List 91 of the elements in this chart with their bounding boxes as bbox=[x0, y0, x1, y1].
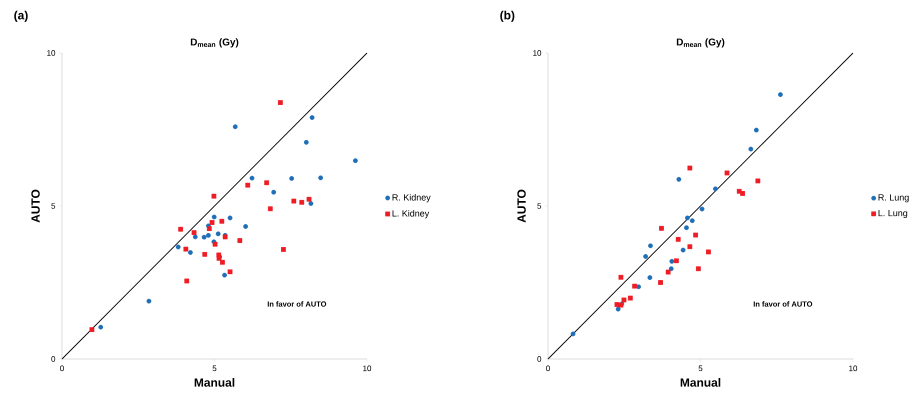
point bbox=[188, 250, 193, 255]
text: (a) bbox=[14, 10, 28, 22]
text: (b) bbox=[500, 10, 514, 22]
point bbox=[306, 196, 312, 202]
point bbox=[299, 200, 304, 205]
point bbox=[183, 246, 188, 252]
point bbox=[666, 270, 671, 274]
legend-label: L. Kidney bbox=[392, 210, 430, 218]
point bbox=[212, 214, 217, 220]
point bbox=[570, 332, 576, 336]
point bbox=[89, 327, 94, 332]
point bbox=[146, 298, 152, 304]
point bbox=[211, 194, 216, 199]
point bbox=[687, 166, 692, 170]
y-axis-title: AUTO bbox=[31, 190, 40, 223]
y-axis-title: AUTO bbox=[517, 190, 526, 223]
point bbox=[202, 234, 207, 240]
x-axis-title: Manual bbox=[680, 378, 720, 387]
point bbox=[676, 236, 681, 242]
point bbox=[778, 92, 783, 98]
point bbox=[220, 260, 225, 265]
point bbox=[98, 324, 104, 330]
point bbox=[676, 176, 682, 182]
point bbox=[674, 258, 679, 264]
point bbox=[310, 115, 315, 120]
point bbox=[192, 230, 196, 236]
point bbox=[245, 182, 250, 188]
chart-title: D$_{mean}$ (Gy) bbox=[190, 38, 238, 48]
point bbox=[206, 232, 211, 238]
point bbox=[212, 242, 218, 247]
x-axis-title: Manual bbox=[194, 378, 234, 387]
point bbox=[228, 216, 232, 220]
point bbox=[669, 258, 674, 264]
point bbox=[724, 170, 730, 176]
point bbox=[680, 248, 686, 252]
point bbox=[308, 201, 314, 206]
point bbox=[618, 274, 624, 280]
point bbox=[643, 254, 648, 259]
point bbox=[687, 244, 692, 250]
legend-label: R. Kidney bbox=[392, 194, 431, 202]
legend-label: R. Lung bbox=[878, 194, 909, 202]
point bbox=[318, 175, 324, 180]
point bbox=[222, 272, 227, 278]
point bbox=[264, 180, 270, 186]
point bbox=[353, 158, 358, 164]
point bbox=[614, 302, 620, 307]
point bbox=[219, 218, 224, 224]
point bbox=[693, 232, 698, 238]
point bbox=[748, 146, 754, 152]
point bbox=[268, 206, 273, 212]
point bbox=[690, 218, 695, 224]
point bbox=[754, 128, 759, 133]
point bbox=[622, 298, 626, 302]
point bbox=[228, 269, 232, 274]
point bbox=[278, 100, 283, 105]
point bbox=[232, 124, 238, 130]
point bbox=[206, 226, 212, 232]
point bbox=[628, 296, 633, 301]
point bbox=[289, 176, 294, 181]
point bbox=[755, 178, 760, 184]
point bbox=[700, 206, 704, 212]
chart-title: D$_{mean}$ (Gy) bbox=[676, 38, 724, 48]
point bbox=[210, 220, 214, 225]
point bbox=[184, 278, 190, 284]
legend-label: L. Lung bbox=[878, 210, 908, 218]
point bbox=[648, 243, 653, 248]
point bbox=[636, 284, 641, 290]
point bbox=[176, 244, 181, 250]
point bbox=[250, 176, 254, 181]
point bbox=[647, 275, 652, 280]
point bbox=[178, 226, 184, 232]
point bbox=[271, 190, 276, 195]
point bbox=[659, 226, 664, 231]
point bbox=[668, 266, 674, 272]
point bbox=[192, 234, 198, 240]
point bbox=[632, 284, 638, 289]
point bbox=[696, 266, 701, 272]
point bbox=[291, 198, 296, 204]
point bbox=[658, 280, 663, 285]
point bbox=[684, 216, 690, 220]
point bbox=[237, 238, 242, 243]
point bbox=[304, 140, 309, 145]
point bbox=[684, 225, 689, 230]
point bbox=[202, 252, 208, 257]
point bbox=[740, 191, 745, 196]
point bbox=[243, 224, 248, 229]
point bbox=[616, 306, 621, 312]
point bbox=[216, 231, 221, 236]
point bbox=[706, 250, 711, 254]
point bbox=[281, 247, 286, 252]
point bbox=[713, 186, 718, 192]
